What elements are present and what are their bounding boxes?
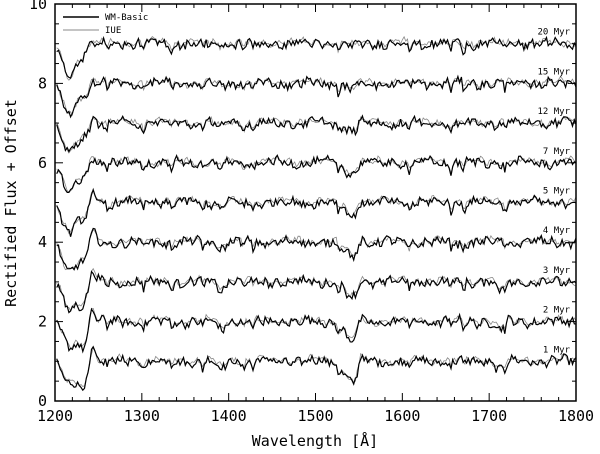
spectrum-iue-line xyxy=(56,115,577,154)
spectrum-age-label: 12 Myr xyxy=(537,107,570,117)
y-tick-label: 6 xyxy=(38,154,47,172)
spectrum-model-line xyxy=(56,345,577,392)
x-tick-label: 1300 xyxy=(124,407,160,425)
spectrum-iue-line xyxy=(56,76,577,117)
y-tick-label: 10 xyxy=(29,0,47,13)
spectrum-age-label: 7 Myr xyxy=(543,147,571,157)
x-tick-label: 1600 xyxy=(384,407,420,425)
spectrum-model-line xyxy=(56,154,577,193)
spectrum-iue-line xyxy=(56,228,577,271)
spectrum-model-line xyxy=(56,227,577,271)
x-axis-label: Wavelength [Å] xyxy=(252,431,378,450)
y-tick-label: 4 xyxy=(38,233,47,251)
legend-wmbasic-label: WM-Basic xyxy=(105,13,148,23)
ticks-layer: 1200 1300 1400 1500 1600 1700 1800 0 2 4 6 8 10 xyxy=(29,0,594,425)
spectrum-model-line xyxy=(56,270,577,314)
y-axis-label: Rectified Flux + Offset xyxy=(2,99,20,307)
spectrum-age-label: 1 Myr xyxy=(543,345,571,355)
y-tick-label: 8 xyxy=(38,74,47,92)
spectrum-model-line xyxy=(56,307,577,354)
spectrum-model-line xyxy=(56,35,577,79)
spectrum-iue-line xyxy=(56,308,577,350)
spectrum-age-label: 2 Myr xyxy=(543,306,571,316)
x-tick-label: 1700 xyxy=(471,407,507,425)
legend-iue-label: IUE xyxy=(105,26,121,36)
spectrum-age-label: 4 Myr xyxy=(543,226,571,236)
x-tick-label: 1800 xyxy=(558,407,594,425)
spectrum-model-line xyxy=(56,74,577,119)
spectrum-age-label: 20 Myr xyxy=(537,28,570,38)
spectrum-model-line xyxy=(56,114,577,153)
y-tick-label: 0 xyxy=(38,392,47,410)
spectrum-age-label: 15 Myr xyxy=(537,67,570,77)
x-tick-label: 1500 xyxy=(297,407,333,425)
spectrum-age-label: 5 Myr xyxy=(543,187,571,197)
legend: WM-Basic IUE xyxy=(63,13,148,36)
spectrum-age-label: 3 Myr xyxy=(543,266,571,276)
spectrum-iue-line xyxy=(56,189,577,235)
x-tick-label: 1200 xyxy=(37,407,73,425)
spectrum-model-line xyxy=(56,187,577,237)
spectra-layer: 1 Myr 2 Myr 3 Myr 4 Myr 5 Myr 7 Myr 12 Myr 15 M… xyxy=(56,28,577,392)
x-tick-label: 1400 xyxy=(211,407,247,425)
y-tick-label: 2 xyxy=(38,313,47,331)
